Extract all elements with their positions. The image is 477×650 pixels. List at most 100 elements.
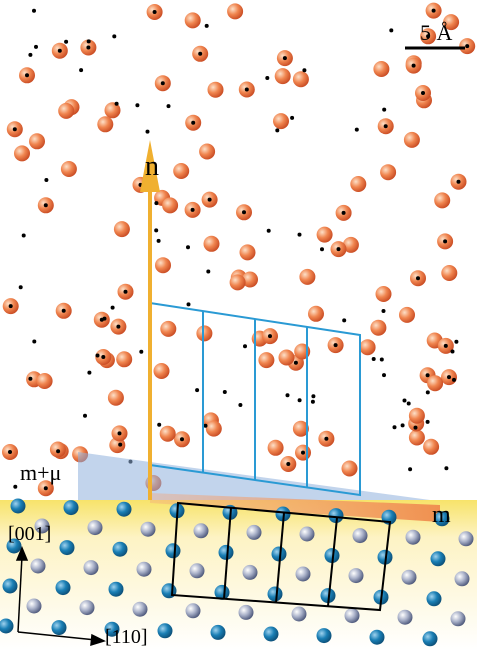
atom [299,269,315,285]
dot [139,350,143,354]
atom [61,161,77,177]
atom [398,610,413,625]
atom [173,163,189,179]
dot [302,68,306,72]
atom-dot [465,44,469,48]
atom [114,221,130,237]
dot [451,350,455,354]
atom [113,542,128,557]
atom-dot [58,49,62,53]
atom [264,627,279,642]
atom-dot [457,180,461,184]
atom [88,520,103,535]
atom [117,502,132,517]
atom [208,82,224,98]
atom [158,623,173,638]
plane-label: m [432,502,451,528]
atom [186,603,201,618]
atom [409,408,425,424]
atom [406,530,421,545]
atom-dot [245,88,249,92]
atom-dot [62,309,66,313]
dot [157,239,161,243]
dot [167,104,171,108]
atom [434,192,450,208]
atom [227,3,243,19]
axis-horizontal-label: [110] [105,626,148,648]
dot [355,128,359,132]
atom-dot [301,451,305,455]
atom [345,608,360,623]
atom [423,631,438,646]
dot [28,377,32,381]
atom-dot [101,355,105,359]
dot [414,426,418,430]
atom [219,545,234,560]
dot [204,424,208,428]
atom-dot [116,325,120,329]
dot [112,34,116,38]
atom [431,551,446,566]
atom [141,522,156,537]
atom [423,439,439,455]
atom [60,540,75,555]
dot [407,402,411,406]
dot [426,420,430,424]
dot [290,116,294,120]
atom [342,461,358,477]
atom [293,71,309,87]
dot [206,270,210,274]
atom [97,116,113,132]
atom-dot [180,437,184,441]
atom [240,244,256,260]
dot [83,414,87,418]
liquid-atoms [2,3,475,497]
atom-dot [44,203,48,207]
dot [408,467,412,471]
atom-dot [242,210,246,214]
atom [190,563,205,578]
shift-label: m+μ [20,460,61,485]
atom [427,375,443,391]
atom-dot [286,462,290,466]
dot [267,229,271,233]
atom [108,390,124,406]
atom [27,599,42,614]
atom [350,176,366,192]
dot [298,398,302,402]
dot [187,302,191,306]
atom [137,562,152,577]
dot [265,76,269,80]
dot [111,306,115,310]
atom-dot [444,344,448,348]
atom-dot [44,486,48,490]
atom [376,286,392,302]
atom-dot [8,450,12,454]
dot [87,39,91,43]
atom [268,587,283,602]
atom [14,145,30,161]
dot [342,318,346,322]
dot [426,390,430,394]
dot [382,309,386,313]
dot [382,373,386,377]
atom [404,132,420,148]
atom-dot [198,52,202,56]
atom [155,257,171,273]
dot [28,53,32,57]
atom [275,68,291,84]
atom-dot [9,304,13,308]
atom [56,580,71,595]
atom [349,568,364,583]
atom [160,321,176,337]
atom-dot [337,247,341,251]
atom [206,421,222,437]
atom-dot [13,127,17,131]
dot [32,340,36,344]
atom-dot [191,208,195,212]
atom-dot [342,211,346,215]
dot [19,285,23,289]
dot [238,403,242,407]
dot [115,102,119,106]
atom [31,559,46,574]
